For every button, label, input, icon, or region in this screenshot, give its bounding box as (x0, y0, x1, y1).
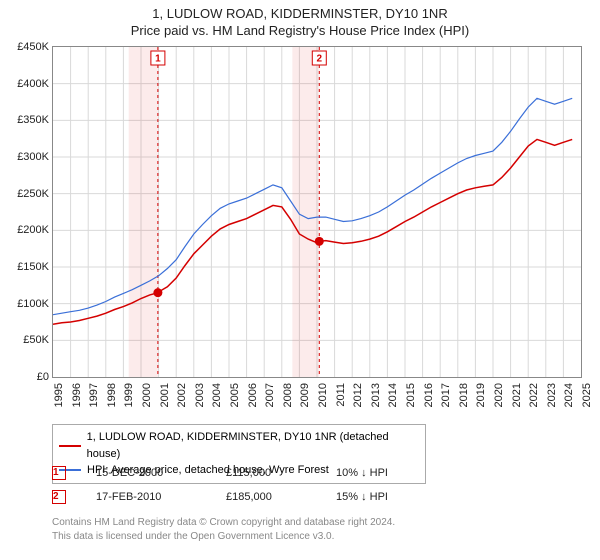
x-axis-label: 2018 (458, 383, 470, 407)
marker-price: £115,000 (226, 467, 306, 479)
x-axis-label: 2025 (581, 383, 593, 407)
attribution-line1: Contains HM Land Registry data © Crown c… (52, 516, 395, 530)
legend-swatch (59, 445, 81, 447)
x-axis-label: 2012 (352, 383, 364, 407)
x-axis-label: 1999 (123, 383, 135, 407)
x-axis-label: 2013 (370, 383, 382, 407)
chart-svg: 12 (53, 47, 581, 377)
x-axis-label: 2022 (528, 383, 540, 407)
x-axis-label: 2021 (511, 383, 523, 407)
x-axis-label: 1998 (106, 383, 118, 407)
chart-title-line1: 1, LUDLOW ROAD, KIDDERMINSTER, DY10 1NR (0, 0, 600, 21)
y-axis-label: £400K (17, 78, 49, 90)
x-axis-label: 2009 (299, 383, 311, 407)
x-axis-label: 1996 (71, 383, 83, 407)
chart-title-line2: Price paid vs. HM Land Registry's House … (0, 21, 600, 42)
x-axis-label: 2016 (423, 383, 435, 407)
attribution-text: Contains HM Land Registry data © Crown c… (52, 516, 395, 543)
x-axis-label: 2002 (176, 383, 188, 407)
marker-date: 15-DEC-2000 (96, 467, 196, 479)
x-axis-label: 2000 (141, 383, 153, 407)
x-axis-label: 2017 (440, 383, 452, 407)
y-axis-label: £350K (17, 114, 49, 126)
marker-badge: 1 (52, 466, 66, 480)
marker-row-1: 1 15-DEC-2000 £115,000 10% ↓ HPI (52, 466, 388, 480)
y-axis-label: £100K (17, 298, 49, 310)
x-axis-label: 2023 (546, 383, 558, 407)
marker-delta: 15% ↓ HPI (336, 491, 388, 503)
x-axis-label: 2020 (493, 383, 505, 407)
x-axis-label: 2011 (335, 383, 347, 407)
attribution-line2: This data is licensed under the Open Gov… (52, 530, 395, 544)
legend-item: 1, LUDLOW ROAD, KIDDERMINSTER, DY10 1NR … (59, 429, 419, 462)
y-axis-label: £150K (17, 261, 49, 273)
y-axis-label: £300K (17, 151, 49, 163)
y-axis-label: £0 (37, 371, 49, 383)
chart-container: { "title_line1": "1, LUDLOW ROAD, KIDDER… (0, 0, 600, 560)
x-axis-label: 2024 (563, 383, 575, 407)
x-axis-label: 1995 (53, 383, 65, 407)
svg-text:1: 1 (155, 54, 161, 65)
plot-area: 12 £0£50K£100K£150K£200K£250K£300K£350K£… (52, 46, 582, 378)
x-axis-label: 2010 (317, 383, 329, 407)
x-axis-label: 2003 (194, 383, 206, 407)
marker-row-2: 2 17-FEB-2010 £185,000 15% ↓ HPI (52, 490, 388, 504)
svg-text:2: 2 (317, 54, 323, 65)
x-axis-label: 2015 (405, 383, 417, 407)
x-axis-label: 2014 (387, 383, 399, 407)
marker-date: 17-FEB-2010 (96, 491, 196, 503)
x-axis-label: 2006 (247, 383, 259, 407)
x-axis-label: 2001 (159, 383, 171, 407)
x-axis-label: 2004 (211, 383, 223, 407)
marker-price: £185,000 (226, 491, 306, 503)
x-axis-label: 2008 (282, 383, 294, 407)
marker-badge: 2 (52, 490, 66, 504)
x-axis-label: 1997 (88, 383, 100, 407)
x-axis-label: 2005 (229, 383, 241, 407)
y-axis-label: £450K (17, 41, 49, 53)
x-axis-label: 2007 (264, 383, 276, 407)
x-axis-label: 2019 (475, 383, 487, 407)
y-axis-label: £200K (17, 224, 49, 236)
y-axis-label: £250K (17, 188, 49, 200)
marker-delta: 10% ↓ HPI (336, 467, 388, 479)
legend-label: 1, LUDLOW ROAD, KIDDERMINSTER, DY10 1NR … (87, 429, 419, 462)
y-axis-label: £50K (23, 334, 49, 346)
